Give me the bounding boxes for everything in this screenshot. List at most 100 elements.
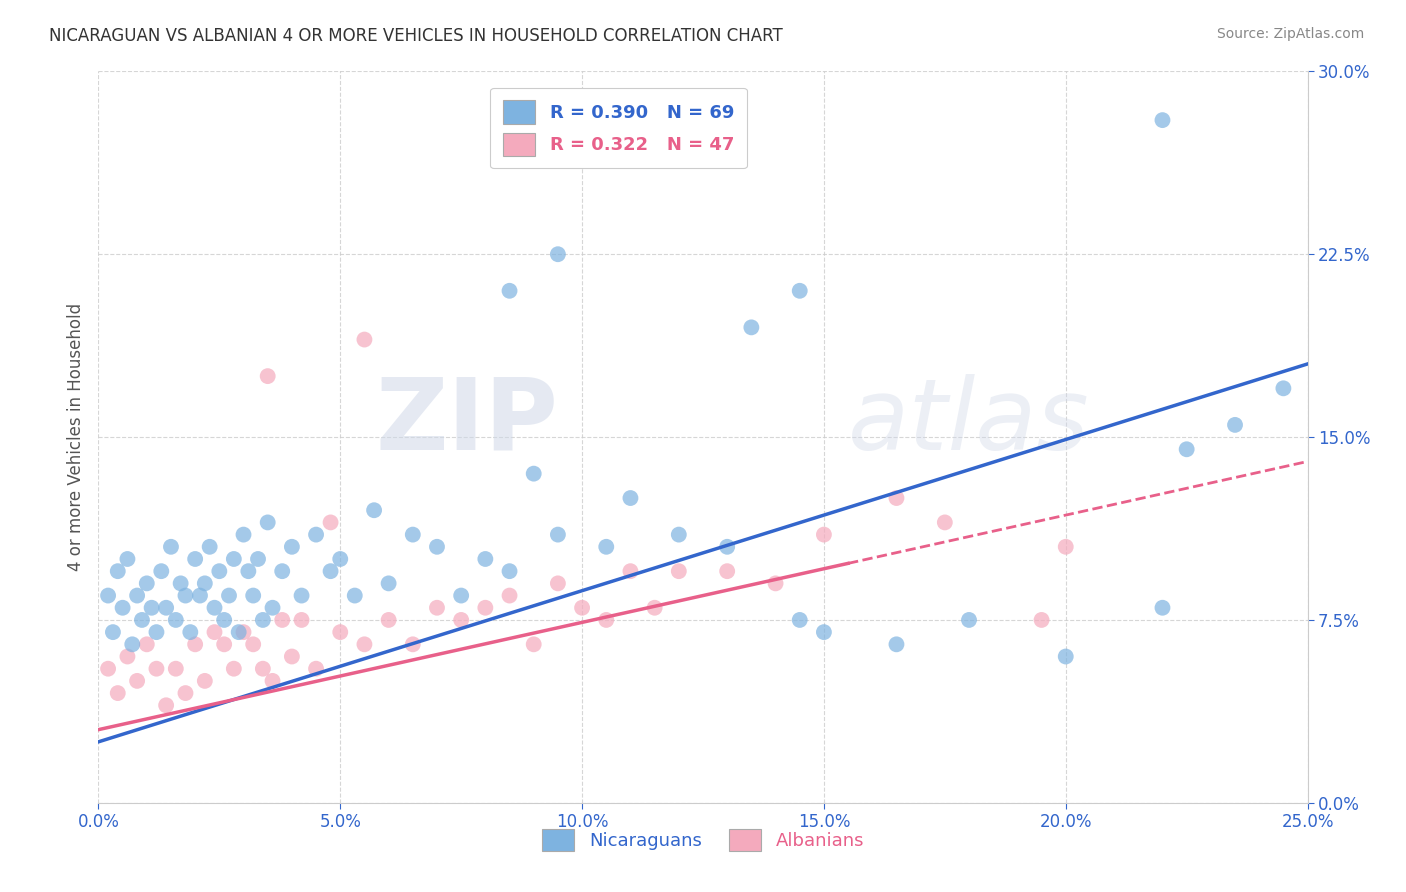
Point (218, 589, 240, 603)
Point (1152, 113, 1174, 128)
Point (179, 625, 201, 640)
Point (789, 284, 811, 298)
Point (1272, 381, 1295, 395)
Point (305, 662, 328, 676)
Point (363, 503, 385, 517)
Point (813, 625, 835, 640)
Point (165, 613, 187, 627)
Point (1054, 649, 1077, 664)
Point (1031, 613, 1053, 627)
Point (174, 589, 197, 603)
Point (247, 552, 270, 566)
Point (232, 527, 254, 541)
Point (426, 600, 449, 615)
Point (107, 564, 129, 578)
Point (271, 613, 294, 627)
Point (353, 637, 375, 651)
Point (141, 600, 163, 615)
Point (212, 613, 235, 627)
Point (571, 600, 593, 615)
Point (716, 540, 738, 554)
Point (329, 552, 352, 566)
Point (886, 491, 908, 505)
Point (1152, 600, 1174, 615)
Point (547, 247, 569, 261)
Point (765, 576, 787, 591)
Point (262, 673, 284, 688)
Point (402, 527, 425, 541)
Point (1054, 540, 1077, 554)
Point (256, 369, 278, 384)
Point (228, 625, 250, 640)
Text: atlas: atlas (848, 374, 1090, 471)
Point (222, 552, 245, 566)
Point (668, 564, 690, 578)
Point (644, 600, 666, 615)
Point (131, 613, 153, 627)
Point (160, 540, 183, 554)
Point (242, 589, 264, 603)
Point (212, 637, 235, 651)
Point (474, 600, 496, 615)
Point (595, 613, 617, 627)
Point (426, 540, 449, 554)
Point (934, 516, 956, 530)
Point (194, 576, 217, 591)
Point (204, 625, 226, 640)
Point (204, 600, 226, 615)
Point (281, 649, 304, 664)
Point (547, 527, 569, 541)
Point (740, 320, 762, 334)
Point (150, 564, 173, 578)
Point (523, 637, 546, 651)
Point (135, 576, 157, 591)
Point (716, 564, 738, 578)
Point (450, 589, 472, 603)
Point (107, 686, 129, 700)
Point (498, 589, 520, 603)
Point (813, 527, 835, 541)
Point (353, 333, 375, 347)
Point (619, 491, 641, 505)
Point (252, 613, 274, 627)
Point (319, 564, 342, 578)
Point (208, 564, 231, 578)
Point (117, 552, 139, 566)
Point (329, 625, 352, 640)
Point (290, 589, 312, 603)
Point (256, 516, 278, 530)
Point (262, 600, 284, 615)
Point (117, 649, 139, 664)
Point (97, 662, 120, 676)
Point (238, 564, 260, 578)
Point (595, 540, 617, 554)
Point (121, 637, 143, 651)
Point (789, 613, 811, 627)
Y-axis label: 4 or more Vehicles in Household: 4 or more Vehicles in Household (66, 303, 84, 571)
Point (135, 637, 157, 651)
Point (619, 564, 641, 578)
Point (547, 576, 569, 591)
Point (281, 540, 304, 554)
Point (305, 527, 328, 541)
Point (232, 625, 254, 640)
Point (194, 673, 217, 688)
Point (474, 552, 496, 566)
Point (377, 576, 399, 591)
Point (127, 673, 149, 688)
Point (188, 589, 211, 603)
Point (198, 540, 221, 554)
Text: Source: ZipAtlas.com: Source: ZipAtlas.com (1216, 27, 1364, 41)
Point (101, 625, 124, 640)
Point (668, 527, 690, 541)
Point (155, 698, 177, 713)
Text: ZIP: ZIP (375, 374, 558, 471)
Point (271, 564, 294, 578)
Point (184, 637, 207, 651)
Point (155, 600, 177, 615)
Point (145, 625, 167, 640)
Point (1175, 442, 1198, 457)
Point (498, 564, 520, 578)
Point (402, 637, 425, 651)
Legend: Nicaraguans, Albanians: Nicaraguans, Albanians (533, 820, 873, 860)
